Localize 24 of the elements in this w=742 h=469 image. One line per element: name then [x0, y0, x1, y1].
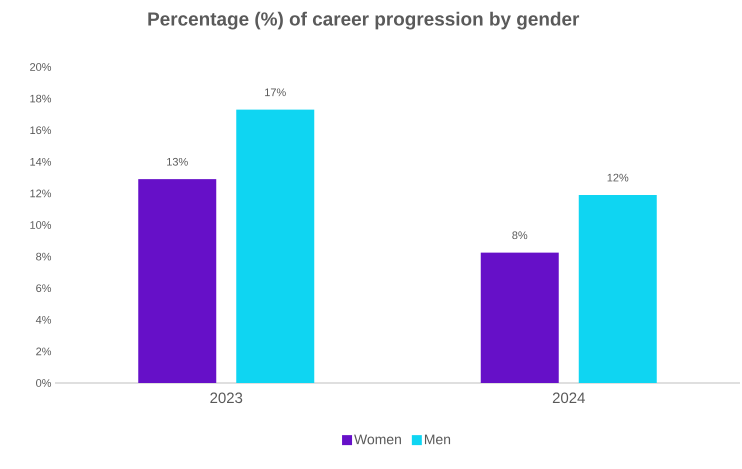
y-tick-label: 10% — [30, 221, 52, 229]
x-tick-label: 2024 — [552, 392, 585, 404]
data-label: 13% — [167, 158, 188, 166]
legend-label: Men — [424, 434, 450, 444]
bar — [578, 194, 657, 383]
data-label: 12% — [608, 174, 628, 182]
y-tick-label: 12% — [30, 190, 52, 198]
y-tick-label: 4% — [36, 316, 52, 324]
y-tick-label: 8% — [36, 252, 52, 260]
y-tick-label: 16% — [30, 126, 52, 134]
y-tick-label: 6% — [36, 284, 52, 292]
bar — [236, 110, 314, 383]
bar — [480, 252, 559, 383]
y-tick-label: 14% — [30, 158, 52, 166]
y-tick-label: 18% — [30, 94, 52, 102]
y-tick-label: 20% — [30, 63, 52, 71]
data-label: 17% — [265, 88, 286, 96]
bar — [138, 179, 216, 383]
chart-title: Percentage (%) of career progression by gender — [148, 12, 580, 30]
y-tick-label: 0% — [36, 379, 52, 387]
x-tick-label: 2023 — [210, 392, 242, 404]
legend-label: Women — [354, 434, 401, 444]
data-label: 8% — [512, 231, 528, 240]
y-tick-label: 2% — [36, 348, 52, 356]
